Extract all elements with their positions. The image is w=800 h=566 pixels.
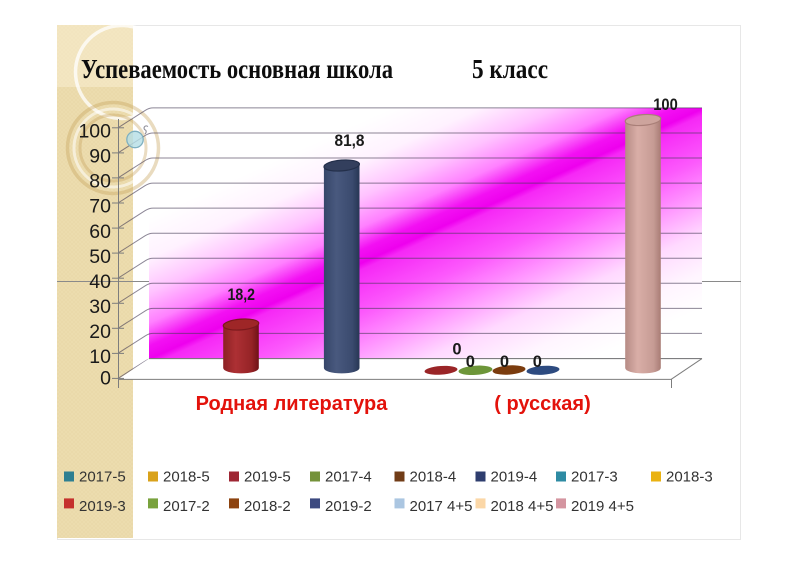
svg-text:70: 70: [89, 196, 111, 218]
svg-text:( русская): ( русская): [494, 393, 591, 415]
svg-text:0: 0: [452, 341, 461, 359]
svg-text:2017-3: 2017-3: [571, 469, 618, 486]
svg-text:2017-5: 2017-5: [79, 469, 126, 486]
svg-text:2019-3: 2019-3: [79, 498, 126, 515]
svg-text:2018-4: 2018-4: [410, 469, 457, 486]
svg-text:2017 4+5: 2017 4+5: [410, 498, 473, 515]
svg-text:2018-5: 2018-5: [163, 469, 210, 486]
svg-text:2017-2: 2017-2: [163, 498, 210, 515]
svg-text:2019-4: 2019-4: [491, 469, 538, 486]
svg-text:50: 50: [89, 246, 111, 268]
svg-text:2018-2: 2018-2: [244, 498, 291, 515]
svg-text:0: 0: [100, 367, 111, 389]
svg-text:0: 0: [500, 353, 509, 371]
svg-text:0: 0: [466, 353, 475, 371]
svg-text:5 класс: 5 класс: [472, 53, 548, 84]
svg-text:2019-5: 2019-5: [244, 469, 291, 486]
svg-text:2017-4: 2017-4: [325, 469, 372, 486]
svg-text:80: 80: [89, 171, 111, 193]
svg-text:81,8: 81,8: [335, 132, 365, 150]
svg-text:10: 10: [89, 346, 111, 368]
svg-text:18,2: 18,2: [228, 286, 256, 304]
svg-text:Родная литература: Родная литература: [196, 393, 389, 415]
svg-text:Успеваемость основная школа: Успеваемость основная школа: [81, 53, 393, 84]
svg-text:100: 100: [653, 96, 678, 114]
svg-text:90: 90: [89, 146, 111, 168]
svg-text:40: 40: [89, 271, 111, 293]
svg-text:60: 60: [89, 221, 111, 243]
svg-text:2019-2: 2019-2: [325, 498, 372, 515]
svg-text:20: 20: [89, 321, 111, 343]
svg-text:2019 4+5: 2019 4+5: [571, 498, 634, 515]
svg-text:30: 30: [89, 296, 111, 318]
svg-text:0: 0: [533, 353, 542, 371]
svg-text:100: 100: [78, 121, 111, 143]
svg-text:2018-3: 2018-3: [666, 469, 713, 486]
svg-text:2018 4+5: 2018 4+5: [491, 498, 554, 515]
